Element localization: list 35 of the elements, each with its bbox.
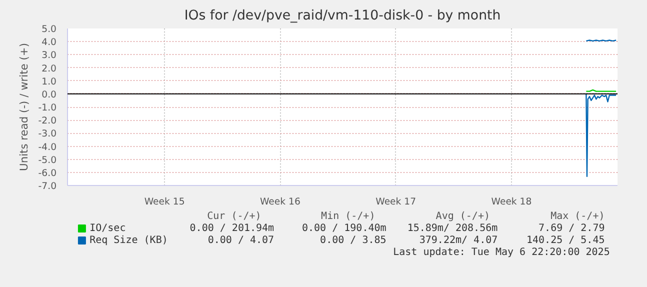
- y-tick-label: -6.0: [38, 168, 57, 179]
- text: Max (-/+): [550, 211, 605, 222]
- legend-label: IO/sec: [90, 223, 126, 234]
- y-tick-label: 1.0: [42, 76, 57, 88]
- text: Min (-/+): [321, 211, 376, 222]
- text: Avg (-/+): [436, 211, 490, 222]
- text: 0.00 / 4.07: [208, 235, 274, 246]
- y-tick-label: -2.0: [38, 116, 57, 127]
- text: 379.22m/ 4.07: [419, 235, 498, 246]
- y-tick-label: 2.0: [42, 63, 57, 74]
- x-tick-label: Week 15: [144, 196, 185, 208]
- text: 7.69 / 2.79: [538, 223, 605, 234]
- x-tick-label: Week 17: [376, 196, 416, 208]
- y-tick-label: 3.0: [42, 50, 57, 62]
- x-tick-label: Week 18: [491, 196, 532, 208]
- line-series: [586, 93, 617, 177]
- y-tick-label: -5.0: [38, 154, 57, 166]
- y-axis-title: Units read (-) / write (+): [17, 43, 30, 171]
- y-tick-label: -3.0: [38, 128, 57, 140]
- y-tick-label: 4.0: [42, 37, 57, 48]
- text: 0.00 / 190.40m: [302, 223, 386, 234]
- text: 0.00 / 201.94m: [190, 223, 274, 234]
- text: Cur (-/+): [207, 211, 262, 222]
- y-tick-label: -7.0: [38, 181, 57, 192]
- text: Last update: Tue May 6 22:20:00 2025: [393, 247, 610, 258]
- y-tick-label: -4.0: [38, 142, 57, 153]
- text: 140.25 / 5.45: [526, 235, 605, 246]
- text: 15.89m/ 208.56m: [407, 223, 498, 234]
- chart-title: IOs for /dev/pve_raid/vm-110-disk-0 - by month: [184, 8, 501, 24]
- y-tick-label: 5.0: [42, 24, 57, 35]
- text: 0.00 / 3.85: [320, 235, 386, 246]
- y-tick-label: 0.0: [42, 89, 57, 100]
- legend-label: Req Size (KB): [90, 235, 168, 246]
- x-tick-label: Week 16: [260, 196, 300, 208]
- y-tick-label: -1.0: [38, 102, 57, 114]
